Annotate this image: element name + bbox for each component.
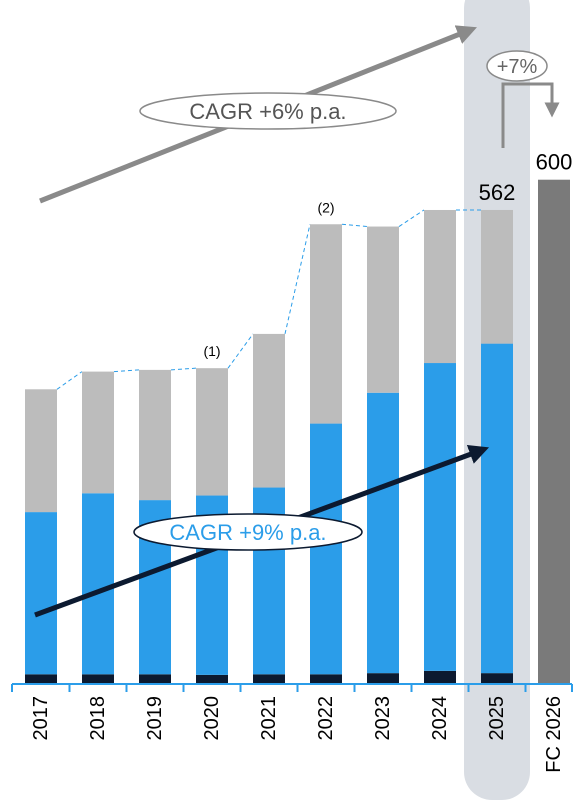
bar-segment-FC-2026-s4 xyxy=(538,179,570,684)
footnote-marker-2022: (2) xyxy=(317,199,334,215)
connector-2021-2022 xyxy=(284,224,311,335)
connector-2018-2019 xyxy=(113,369,140,373)
bar-segment-2017-s3 xyxy=(25,389,57,513)
connector-2017-2018 xyxy=(56,371,83,390)
bar-segment-2025-s1 xyxy=(481,673,513,684)
x-tick-label-2024: 2024 xyxy=(429,696,451,741)
connector-2019-2020 xyxy=(170,367,197,371)
bar-segment-2025-s3 xyxy=(481,209,513,344)
footnote-marker-2020: (1) xyxy=(203,343,220,359)
cagr-blue-label: CAGR +9% p.a. xyxy=(169,520,326,545)
bar-segment-2017-s2 xyxy=(25,512,57,675)
bar-segment-2019-s1 xyxy=(139,674,171,684)
x-tick-label-2018: 2018 xyxy=(87,696,109,741)
cagr-total-oval xyxy=(139,92,397,130)
x-tick-label-2019: 2019 xyxy=(144,696,166,741)
connector-2022-2023 xyxy=(341,223,368,228)
x-tick-label-2022: 2022 xyxy=(315,696,337,741)
bar-segment-2021-s3 xyxy=(253,333,285,488)
bar-segment-2018-s2 xyxy=(82,493,114,675)
connector-2020-2021 xyxy=(227,333,254,369)
bar-segment-2020-s1 xyxy=(196,674,228,684)
growth-oval xyxy=(486,50,548,82)
bar-segment-2017-s1 xyxy=(25,674,57,684)
bar-segment-2019-s3 xyxy=(139,369,171,501)
bar-segment-2025-s2 xyxy=(481,343,513,674)
bar-segment-2022-s3 xyxy=(310,224,342,424)
x-tick-label-2025: 2025 xyxy=(486,696,508,741)
growth-bracket-arrow xyxy=(501,82,560,148)
bar-segment-2020-s3 xyxy=(196,368,228,496)
bar-segment-2023-s3 xyxy=(367,226,399,393)
bar-segment-2024-s3 xyxy=(424,209,456,364)
growth-label: +7% xyxy=(497,56,538,78)
x-tick-label-FC-2026: FC 2026 xyxy=(543,696,565,773)
x-tick-label-2020: 2020 xyxy=(201,696,223,741)
bar-segment-2023-s2 xyxy=(367,392,399,674)
cagr-blue-oval xyxy=(133,513,363,551)
bar-segment-2024-s2 xyxy=(424,363,456,671)
bar-segment-2022-s2 xyxy=(310,423,342,675)
bar-segment-2023-s1 xyxy=(367,673,399,684)
total-label-2025: 562 xyxy=(479,180,516,205)
bar-segment-2022-s1 xyxy=(310,674,342,684)
x-tick-label-2017: 2017 xyxy=(30,696,52,741)
x-tick-label-2021: 2021 xyxy=(258,696,280,741)
bar-segment-2024-s1 xyxy=(424,670,456,684)
bar-segment-2018-s3 xyxy=(82,371,114,494)
total-label-FC-2026: 600 xyxy=(536,150,573,175)
x-tick-label-2023: 2023 xyxy=(372,696,394,741)
bar-segment-2021-s1 xyxy=(253,674,285,684)
connector-2023-2024 xyxy=(398,209,425,227)
cagr-total-label: CAGR +6% p.a. xyxy=(189,99,346,124)
bar-segment-2018-s1 xyxy=(82,674,114,684)
